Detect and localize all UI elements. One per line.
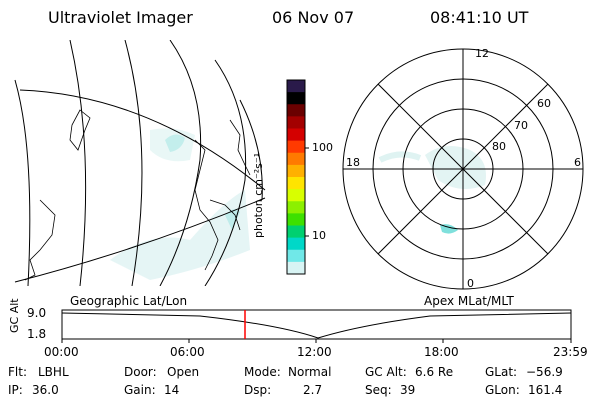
timeline-y-tick-bottom: 1.8 — [27, 327, 47, 341]
mlat-label-60: 60 — [537, 97, 551, 110]
door-label: Door: — [124, 365, 157, 379]
gcalt-label: GC Alt: — [365, 365, 407, 379]
mlt-label-12: 12 — [475, 47, 489, 60]
flt-value: LBHL — [38, 365, 69, 379]
glon-label: GLon: — [485, 383, 520, 397]
colorbar-segment — [287, 261, 305, 275]
glon-value: 161.4 — [528, 383, 563, 397]
dsp-value: 2.7 — [303, 383, 323, 397]
dsp-label: Dsp: — [244, 383, 272, 397]
timeline-y-tick-top: 9.0 — [27, 306, 47, 320]
flt-label: Flt: — [8, 365, 27, 379]
colorbar-segment — [287, 80, 305, 93]
ip-label: IP: — [8, 383, 23, 397]
mlat-label-70: 70 — [514, 119, 528, 132]
timeline-x-tick: 23:59 — [553, 345, 588, 359]
colorbar-unit-label: photon cm⁻²s⁻¹ — [252, 152, 265, 238]
colorbar-segment — [287, 92, 305, 105]
door-value: Open — [167, 365, 200, 379]
geographic-map — [14, 40, 266, 286]
colorbar-segment — [287, 116, 305, 129]
geo-panel-label: Geographic Lat/Lon — [70, 294, 188, 308]
colorbar-segment — [287, 225, 305, 239]
colorbar-tick-label-100: 100 — [312, 141, 333, 154]
glat-label: GLat: — [485, 365, 518, 379]
colorbar-frame — [286, 79, 306, 275]
altitude-timeline — [61, 309, 572, 343]
colorbar-segment — [287, 128, 305, 142]
timeline-x-tick: 18:00 — [424, 345, 459, 359]
mlt-label-0: 0 — [467, 277, 474, 290]
timeline-x-tick: 00:00 — [44, 345, 79, 359]
colorbar-segment — [287, 249, 305, 263]
mlt-label-6: 6 — [574, 156, 581, 169]
mode-value: Normal — [288, 365, 332, 379]
seq-value: 39 — [400, 383, 416, 397]
glat-value: −56.9 — [526, 365, 563, 379]
gain-label: Gain: — [124, 383, 156, 397]
polar-panel-label: Apex MLat/MLT — [424, 294, 514, 308]
instrument-title: Ultraviolet Imager — [48, 8, 193, 27]
polar-plot — [342, 48, 584, 290]
date-label: 06 Nov 07 — [272, 8, 355, 27]
gain-value: 14 — [164, 383, 180, 397]
timeline-x-tick: 06:00 — [170, 345, 205, 359]
colorbar-tick-label-10: 10 — [312, 229, 326, 242]
timeline-y-title: GC Alt — [8, 298, 21, 333]
colorbar-segment — [287, 237, 305, 251]
mode-label: Mode: — [244, 365, 281, 379]
timeline-x-tick: 12:00 — [297, 345, 332, 359]
colorbar-segment — [287, 189, 305, 202]
seq-label: Seq: — [365, 383, 392, 397]
colorbar-segment — [287, 164, 305, 178]
time-label: 08:41:10 UT — [430, 8, 529, 27]
mlt-label-18: 18 — [346, 156, 360, 169]
colorbar-segment — [287, 201, 305, 214]
colorbar-segment — [287, 104, 305, 117]
colorbar — [287, 80, 305, 275]
gcalt-value: 6.6 Re — [415, 365, 454, 379]
colorbar-segment — [287, 140, 305, 154]
colorbar-segment — [287, 152, 305, 166]
ip-value: 36.0 — [32, 383, 59, 397]
mlat-label-80: 80 — [492, 140, 506, 153]
colorbar-segment — [287, 213, 305, 226]
colorbar-segment — [287, 177, 305, 190]
